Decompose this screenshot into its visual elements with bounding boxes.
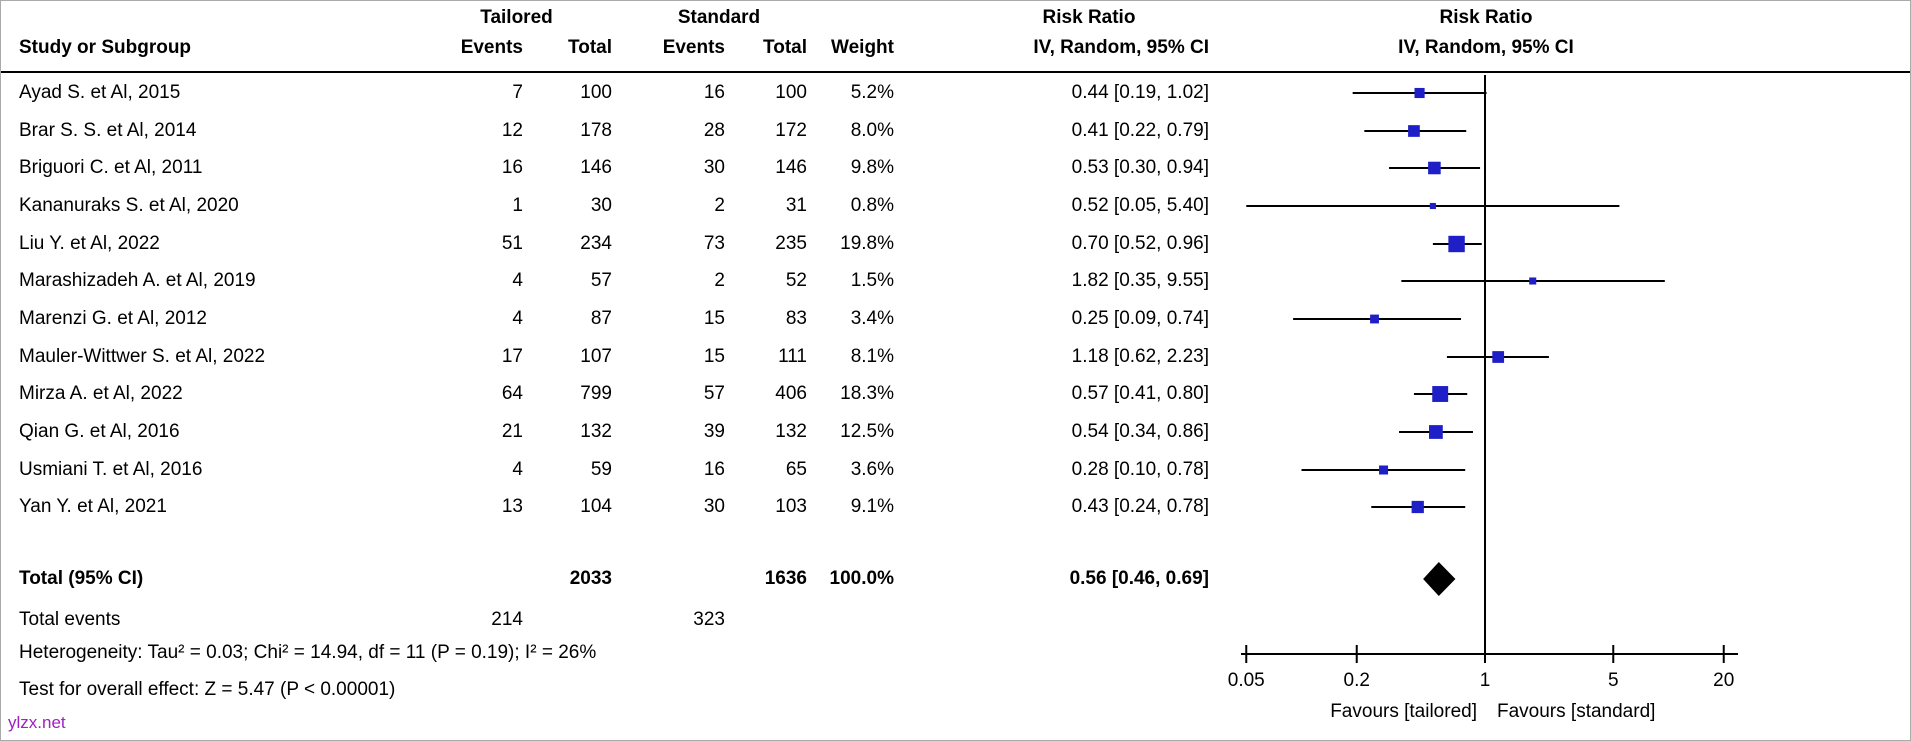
effect-marker — [1370, 315, 1379, 324]
x-tick-label: 1 — [1480, 670, 1491, 691]
effect-marker — [1529, 277, 1536, 284]
effect-marker — [1492, 351, 1504, 363]
effect-marker — [1430, 203, 1436, 209]
effect-marker — [1412, 501, 1424, 513]
axis-label-favours-tailored: Favours [tailored] — [1330, 701, 1477, 722]
x-tick-label: 0.2 — [1344, 670, 1370, 691]
summary-diamond — [1423, 562, 1455, 596]
effect-marker — [1408, 125, 1420, 137]
x-tick-label: 5 — [1608, 670, 1619, 691]
effect-marker — [1432, 386, 1448, 402]
x-tick-label: 20 — [1713, 670, 1734, 691]
effect-marker — [1415, 88, 1425, 98]
effect-marker — [1448, 236, 1464, 252]
forest-plot-figure: Tailored Standard Risk Ratio Risk Ratio … — [0, 0, 1911, 741]
effect-marker — [1429, 425, 1443, 439]
axis-label-favours-standard: Favours [standard] — [1497, 701, 1655, 722]
forest-plot: 0.05 0.2 1 5 20 Favours [tailored] Favours [st… — [1, 1, 1911, 741]
effect-marker — [1379, 465, 1388, 474]
effect-marker — [1428, 162, 1441, 175]
x-tick-label: 0.05 — [1228, 670, 1265, 691]
